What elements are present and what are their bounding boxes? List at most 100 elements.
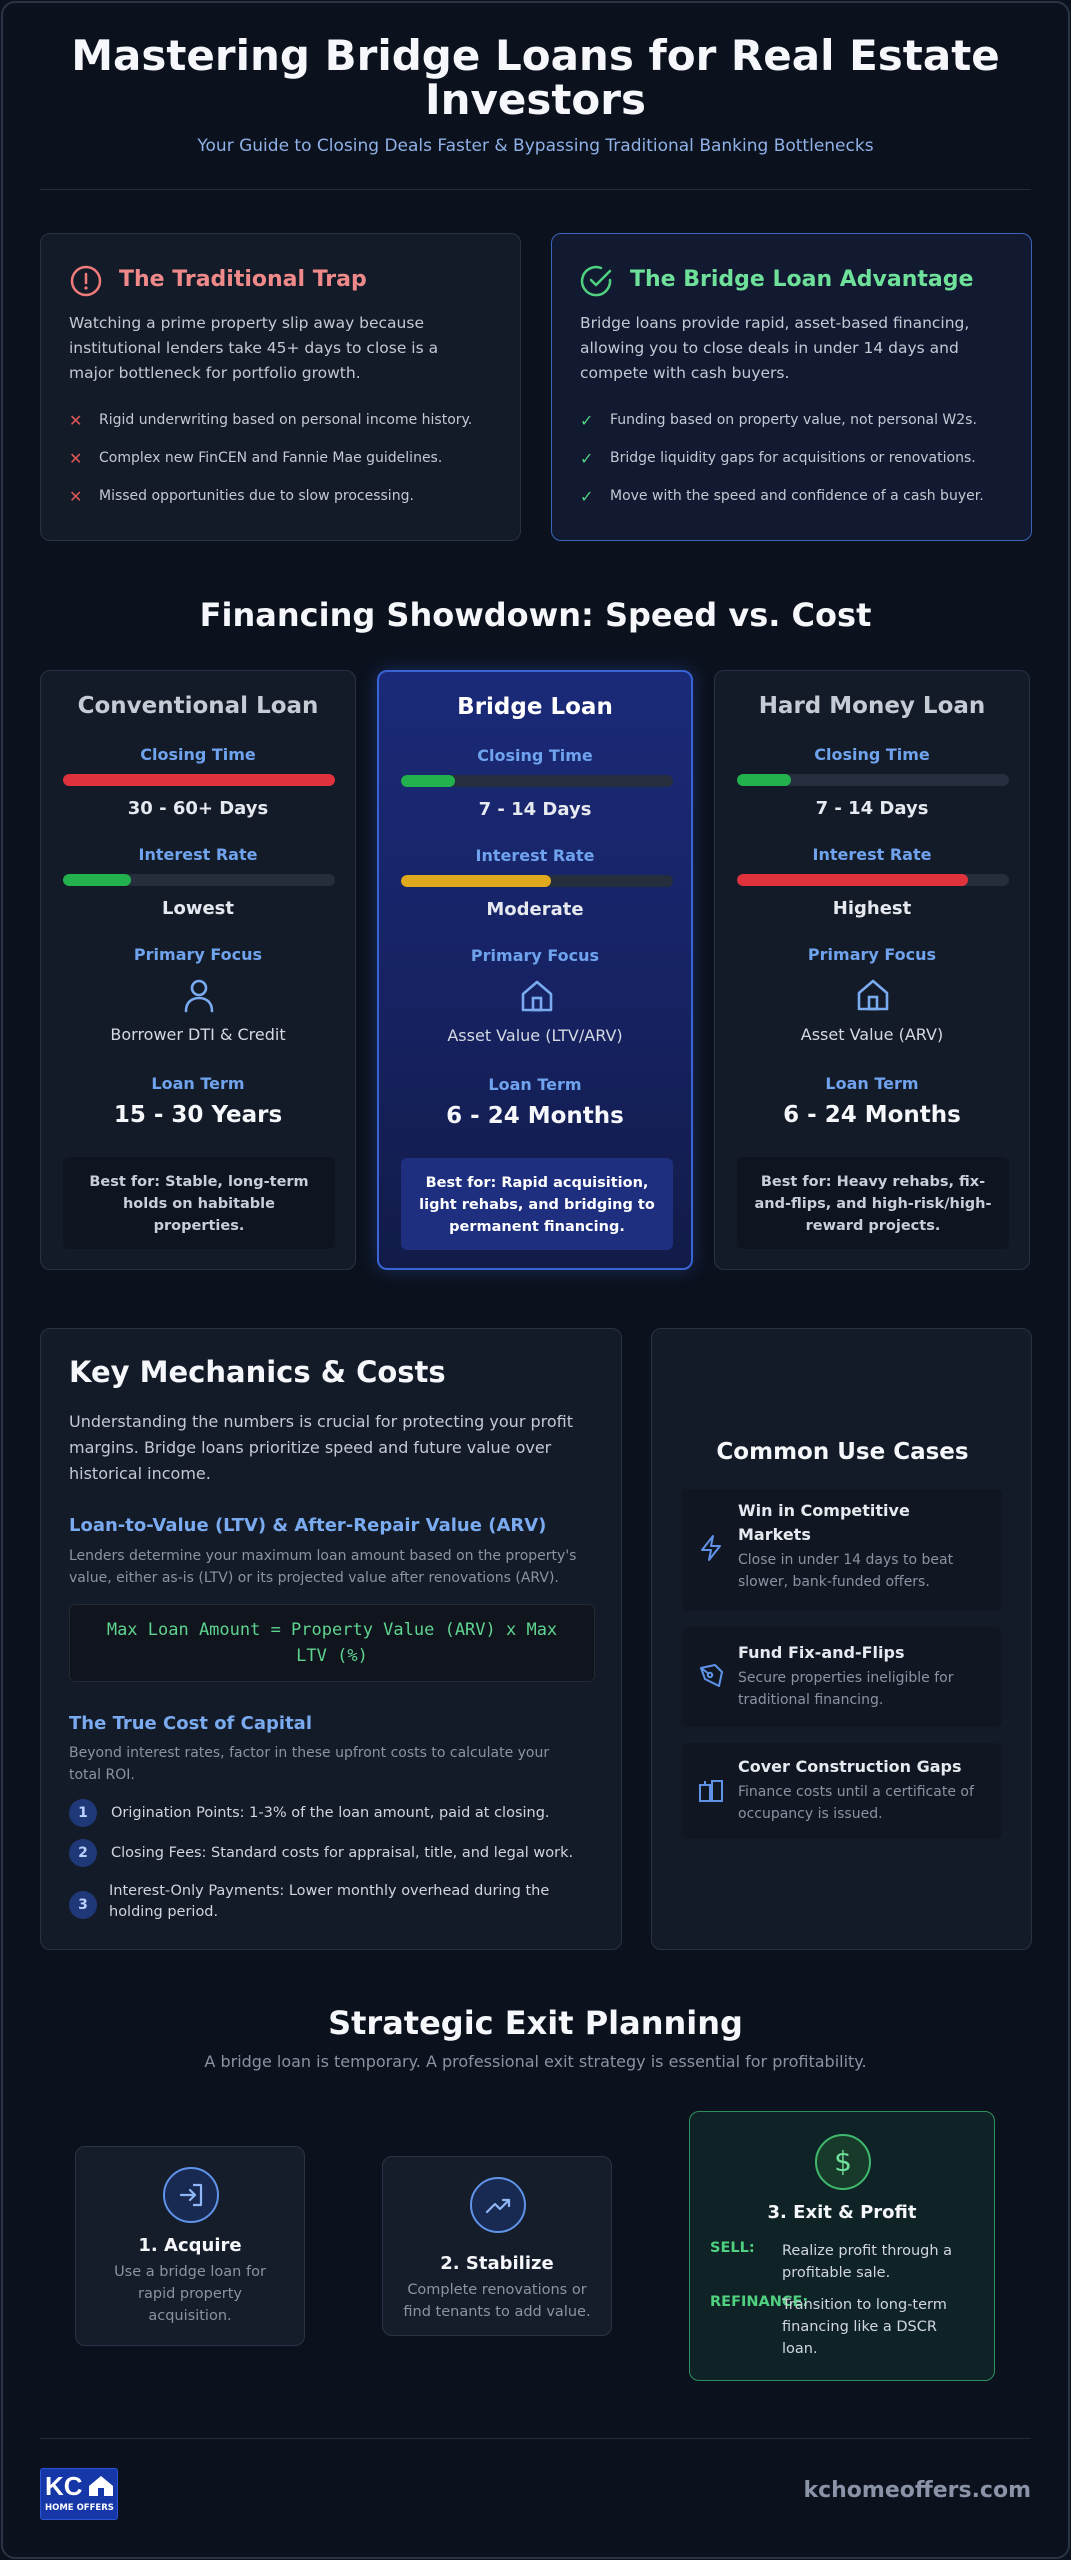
number-badge: 3 bbox=[69, 1891, 97, 1919]
primary-focus-value: Borrower DTI & Credit bbox=[110, 1025, 286, 1044]
key-mechanics-card: Key Mechanics & Costs Understanding the … bbox=[40, 1328, 622, 1950]
interest-rate-label: Interest Rate bbox=[812, 845, 932, 864]
cost-description: Beyond interest rates, factor in these u… bbox=[69, 1745, 550, 1783]
divider bbox=[40, 2438, 1031, 2439]
conventional-loan-card: Conventional Loan Closing Time 30 - 60+ … bbox=[40, 670, 356, 1270]
alert-circle-icon bbox=[70, 265, 102, 297]
mechanics-description: Understanding the numbers is crucial for… bbox=[69, 1412, 573, 1483]
closing-time-bar bbox=[401, 775, 673, 787]
primary-focus-label: Primary Focus bbox=[133, 945, 263, 964]
loan-term-label: Loan Term bbox=[825, 1074, 919, 1093]
check-icon: ✓ bbox=[580, 411, 594, 430]
traditional-trap-card: The Traditional Trap Watching a prime pr… bbox=[40, 233, 521, 541]
svg-text:$: $ bbox=[834, 2145, 852, 2178]
loan-term-value: 15 - 30 Years bbox=[113, 1102, 283, 1128]
loan-type-title: Bridge Loan bbox=[457, 694, 613, 720]
closing-time-fill bbox=[401, 775, 456, 787]
loan-term-value: 6 - 24 Months bbox=[783, 1102, 961, 1128]
cost-item: 2 Closing Fees: Standard costs for appra… bbox=[69, 1839, 595, 1869]
number-badge: 2 bbox=[69, 1839, 97, 1867]
interest-rate-value: Lowest bbox=[162, 898, 234, 919]
dollar-icon: $ bbox=[815, 2134, 871, 2190]
ltv-description: Lenders determine your maximum loan amou… bbox=[69, 1548, 577, 1586]
interest-rate-fill bbox=[401, 875, 551, 887]
exit-step-stabilize: 2. Stabilize Complete renovations or fin… bbox=[382, 2156, 612, 2336]
check-icon: ✓ bbox=[580, 487, 594, 506]
website-url[interactable]: kchomeoffers.com bbox=[803, 2478, 1031, 2503]
primary-focus-label: Primary Focus bbox=[470, 946, 600, 965]
interest-rate-label: Interest Rate bbox=[475, 846, 595, 865]
bridge-loan-card: Bridge Loan Closing Time 7 - 14 Days Int… bbox=[377, 670, 693, 1270]
x-icon: ✕ bbox=[69, 449, 83, 468]
closing-time-value: 7 - 14 Days bbox=[815, 798, 929, 819]
use-case-item: Fund Fix-and-Flips Secure properties ine… bbox=[682, 1627, 1002, 1727]
house-icon bbox=[517, 976, 557, 1016]
trap-description: Watching a prime property slip away beca… bbox=[69, 314, 439, 382]
use-cases-card: Common Use Cases Win in Competitive Marke… bbox=[651, 1328, 1032, 1950]
closing-time-bar bbox=[737, 774, 1009, 786]
check-circle-icon bbox=[580, 265, 612, 297]
best-for-note: Best for: Rapid acquisition, light rehab… bbox=[401, 1158, 673, 1250]
divider bbox=[40, 189, 1031, 190]
login-arrow-icon bbox=[163, 2167, 219, 2223]
x-icon: ✕ bbox=[69, 411, 83, 430]
loan-term-value: 6 - 24 Months bbox=[446, 1103, 624, 1129]
loan-term-label: Loan Term bbox=[488, 1075, 582, 1094]
sell-label: SELL: bbox=[710, 2240, 755, 2256]
closing-time-fill bbox=[63, 774, 335, 786]
primary-focus-value: Asset Value (LTV/ARV) bbox=[447, 1026, 623, 1045]
trap-title: The Traditional Trap bbox=[119, 267, 367, 292]
kc-home-offers-logo: KC HOME OFFERS bbox=[40, 2468, 118, 2520]
closing-time-label: Closing Time bbox=[140, 745, 256, 764]
refinance-label: REFINANCE: bbox=[710, 2294, 809, 2310]
closing-time-value: 7 - 14 Days bbox=[478, 799, 592, 820]
page-title: Mastering Bridge Loans for Real Estate I… bbox=[71, 31, 1000, 124]
mechanics-title: Key Mechanics & Costs bbox=[69, 1355, 446, 1389]
page-subtitle: Your Guide to Closing Deals Faster & Byp… bbox=[197, 136, 874, 156]
closing-time-label: Closing Time bbox=[477, 746, 593, 765]
lightning-icon bbox=[701, 1535, 721, 1561]
x-icon: ✕ bbox=[69, 487, 83, 506]
use-case-item: Cover Construction Gaps Finance costs un… bbox=[682, 1743, 1002, 1839]
interest-rate-value: Highest bbox=[832, 898, 912, 919]
buildings-icon bbox=[699, 1780, 723, 1802]
house-icon bbox=[853, 975, 893, 1015]
pen-tool-icon bbox=[700, 1664, 723, 1687]
showdown-title: Financing Showdown: Speed vs. Cost bbox=[199, 596, 872, 634]
loan-formula: Max Loan Amount = Property Value (ARV) x… bbox=[69, 1604, 595, 1682]
primary-focus-label: Primary Focus bbox=[807, 945, 937, 964]
exit-step-profit: $ 3. Exit & Profit SELL: Realize profit … bbox=[689, 2111, 995, 2381]
use-cases-title: Common Use Cases bbox=[716, 1439, 969, 1465]
loan-type-title: Hard Money Loan bbox=[758, 693, 986, 719]
ltv-title: Loan-to-Value (LTV) & After-Repair Value… bbox=[69, 1515, 547, 1536]
advantage-title: The Bridge Loan Advantage bbox=[630, 267, 974, 292]
use-case-item: Win in Competitive Markets Close in under… bbox=[682, 1489, 1002, 1611]
primary-focus-value: Asset Value (ARV) bbox=[800, 1025, 944, 1044]
person-icon bbox=[179, 975, 219, 1015]
loan-term-label: Loan Term bbox=[151, 1074, 245, 1093]
cost-title: The True Cost of Capital bbox=[69, 1713, 312, 1734]
closing-time-value: 30 - 60+ Days bbox=[127, 798, 269, 819]
bridge-advantage-card: The Bridge Loan Advantage Bridge loans p… bbox=[551, 233, 1032, 541]
closing-time-fill bbox=[737, 774, 792, 786]
exit-title: Strategic Exit Planning bbox=[328, 2004, 743, 2042]
closing-time-label: Closing Time bbox=[814, 745, 930, 764]
exit-subtitle: A bridge loan is temporary. A profession… bbox=[204, 2052, 867, 2071]
hard-money-loan-card: Hard Money Loan Closing Time 7 - 14 Days… bbox=[714, 670, 1030, 1270]
exit-step-acquire: 1. Acquire Use a bridge loan for rapid p… bbox=[75, 2146, 305, 2346]
trending-up-icon bbox=[470, 2177, 526, 2233]
interest-rate-label: Interest Rate bbox=[138, 845, 258, 864]
closing-time-bar bbox=[63, 774, 335, 786]
best-for-note: Best for: Heavy rehabs, fix- and-flips, … bbox=[737, 1157, 1009, 1249]
interest-rate-value: Moderate bbox=[486, 899, 584, 920]
interest-rate-fill bbox=[63, 874, 131, 886]
interest-rate-bar bbox=[63, 874, 335, 886]
best-for-note: Best for: Stable, long-term holds on hab… bbox=[63, 1157, 335, 1249]
advantage-description: Bridge loans provide rapid, asset-based … bbox=[580, 314, 970, 382]
interest-rate-fill bbox=[737, 874, 969, 886]
number-badge: 1 bbox=[69, 1799, 97, 1827]
loan-type-title: Conventional Loan bbox=[77, 693, 319, 719]
interest-rate-bar bbox=[737, 874, 1009, 886]
cost-item: 1 Origination Points: 1-3% of the loan a… bbox=[69, 1799, 595, 1829]
house-logo-icon bbox=[89, 2476, 113, 2496]
